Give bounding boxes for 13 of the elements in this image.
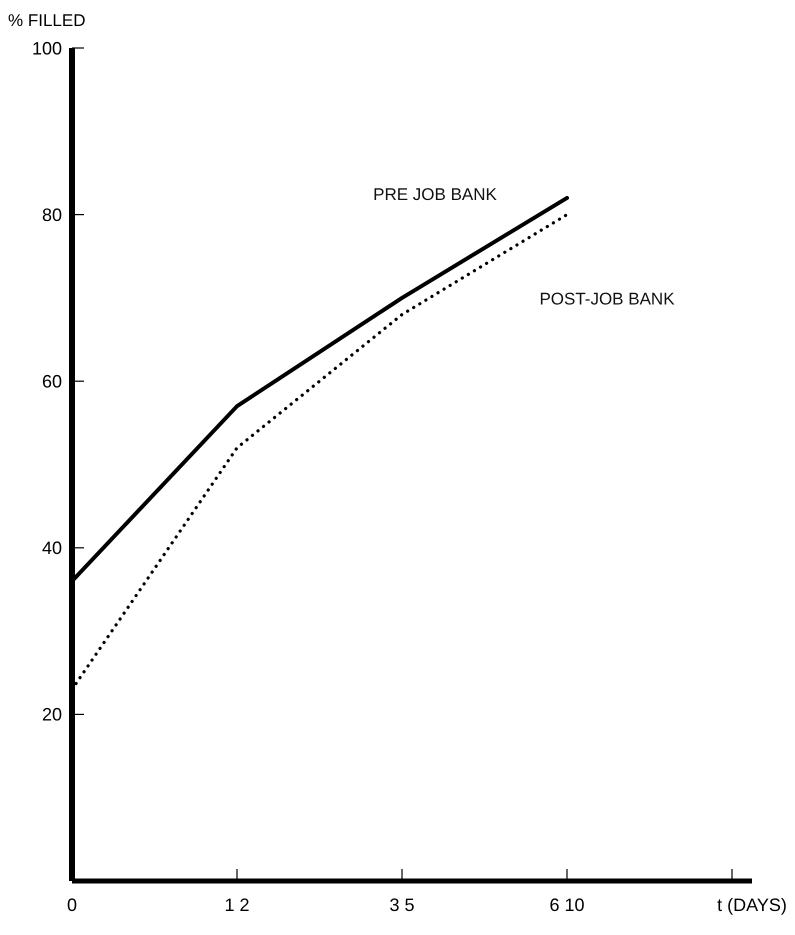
- x-tick-label: 0: [66, 895, 78, 915]
- y-tick-label: 80: [42, 204, 62, 225]
- series-label: PRE JOB BANK: [373, 184, 498, 204]
- x-tick-label: 6 10: [549, 895, 585, 915]
- y-axis-title: % FILLED: [8, 11, 86, 30]
- y-tick-label: 40: [42, 538, 62, 558]
- x-axis-title: t (DAYS): [717, 895, 787, 915]
- x-tick-label: 3 5: [389, 895, 415, 915]
- x-tick-label: 1 2: [224, 895, 250, 915]
- y-tick-label: 20: [42, 704, 62, 725]
- text: POST-JOB BANK: [539, 290, 676, 309]
- y-tick-label: 100: [32, 38, 62, 58]
- y-tick-label: 60: [42, 372, 62, 392]
